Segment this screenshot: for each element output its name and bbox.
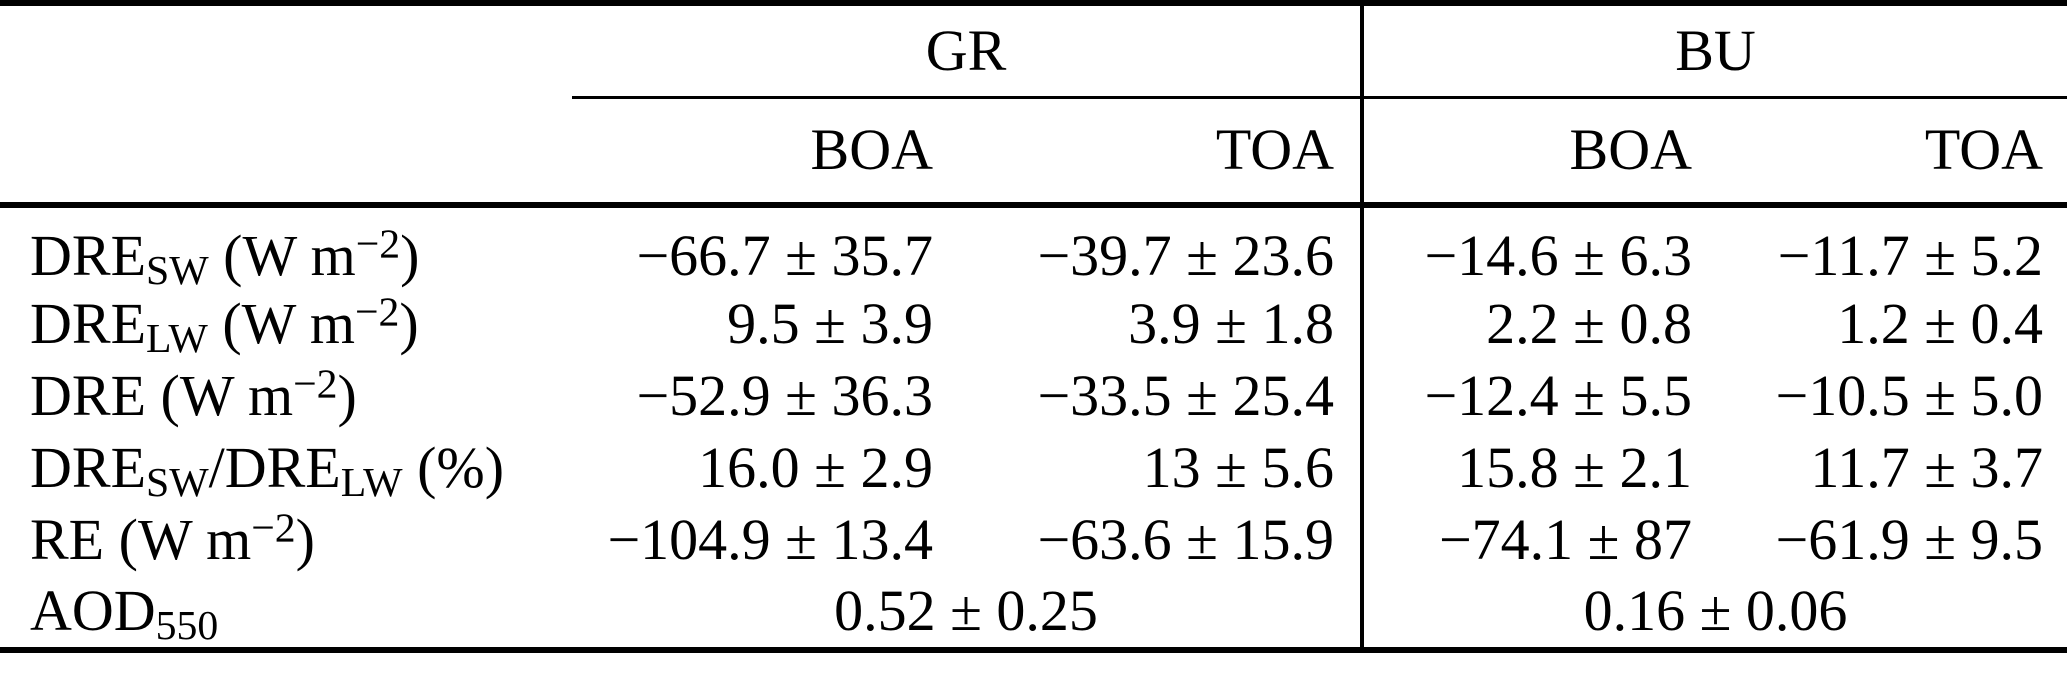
- column-group-gr: GR: [572, 0, 1363, 99]
- cell-dre-sw-bu-toa: −11.7 ± 5.2: [1777, 223, 2044, 288]
- table-row-dre: DRE (W m−2) −52.9 ± 36.3 −33.5 ± 25.4 −1…: [0, 359, 2067, 432]
- cell-dre-lw-gr-toa: 3.9 ± 1.8: [1128, 290, 1335, 356]
- table-row-dre-ratio: DRESW/DRELW (%) 16.0 ± 2.9 13 ± 5.6 15.8…: [0, 431, 2067, 507]
- table-row-aod550: AOD550 0.52 ± 0.25 0.16 ± 0.06: [0, 575, 2067, 653]
- table-row-dre-lw: DRELW (W m−2) 9.5 ± 3.9 3.9 ± 1.8 2.2 ± …: [0, 287, 2067, 363]
- radiative-effects-table: GR BU BOA TOA BOA TOA DRESW (W m−2) −66.…: [0, 0, 2067, 653]
- cell-dre-sw-bu-boa: −14.6 ± 6.3: [1360, 205, 1717, 288]
- cell-dre-ratio-gr-toa: 13 ± 5.6: [1142, 434, 1335, 500]
- cell-dre-ratio-bu-boa: 15.8 ± 2.1: [1360, 431, 1717, 504]
- subheader-bu-toa: TOA: [1716, 97, 2067, 208]
- cell-dre-ratio-bu-toa: 11.7 ± 3.7: [1810, 434, 2044, 500]
- cell-dre-lw-bu-toa: 1.2 ± 0.4: [1837, 290, 2044, 356]
- row-label-dre-ratio: DRESW/DRELW (%): [30, 434, 505, 507]
- table-row-dre-sw: DRESW (W m−2) −66.7 ± 35.7 −39.7 ± 23.6 …: [0, 205, 2067, 295]
- row-label-dre: DRE (W m−2): [30, 361, 357, 428]
- cell-dre-lw-bu-boa: 2.2 ± 0.8: [1360, 287, 1717, 360]
- cell-dre-sw-gr-boa: −66.7 ± 35.7: [636, 223, 933, 288]
- cell-aod550-bu: 0.16 ± 0.06: [1360, 575, 2067, 653]
- row-label-re: RE (W m−2): [30, 505, 315, 572]
- cell-re-gr-boa: −104.9 ± 13.4: [607, 506, 933, 572]
- cell-re-bu-boa: −74.1 ± 87: [1360, 503, 1717, 576]
- table-row-re: RE (W m−2) −104.9 ± 13.4 −63.6 ± 15.9 −7…: [0, 503, 2067, 576]
- cell-aod550-gr: 0.52 ± 0.25: [572, 575, 1363, 653]
- subheader-spacer: [0, 97, 572, 208]
- cell-dre-bu-boa: −12.4 ± 5.5: [1360, 359, 1717, 432]
- column-group-bu: BU: [1360, 0, 2067, 99]
- cell-dre-lw-gr-boa: 9.5 ± 3.9: [727, 290, 933, 356]
- subheader-gr-toa: TOA: [935, 97, 1363, 208]
- cell-re-bu-toa: −61.9 ± 9.5: [1775, 506, 2044, 572]
- column-group-header-row: GR BU: [0, 0, 2067, 99]
- cell-dre-sw-gr-toa: −39.7 ± 23.6: [1037, 223, 1335, 288]
- cell-dre-ratio-gr-boa: 16.0 ± 2.9: [698, 434, 933, 500]
- cell-dre-gr-toa: −33.5 ± 25.4: [1037, 362, 1335, 428]
- subheader-bu-boa: BOA: [1360, 97, 1717, 208]
- cell-re-gr-toa: −63.6 ± 15.9: [1037, 506, 1335, 572]
- subheader-gr-boa: BOA: [572, 97, 935, 208]
- cell-dre-bu-toa: −10.5 ± 5.0: [1775, 362, 2044, 428]
- group-header-spacer: [0, 0, 572, 97]
- row-label-dre-sw: DRESW (W m−2): [30, 221, 420, 295]
- subheader-row: BOA TOA BOA TOA: [0, 97, 2067, 208]
- cell-dre-gr-boa: −52.9 ± 36.3: [636, 362, 933, 428]
- row-label-dre-lw: DRELW (W m−2): [30, 289, 419, 363]
- row-label-aod550: AOD550: [0, 575, 572, 653]
